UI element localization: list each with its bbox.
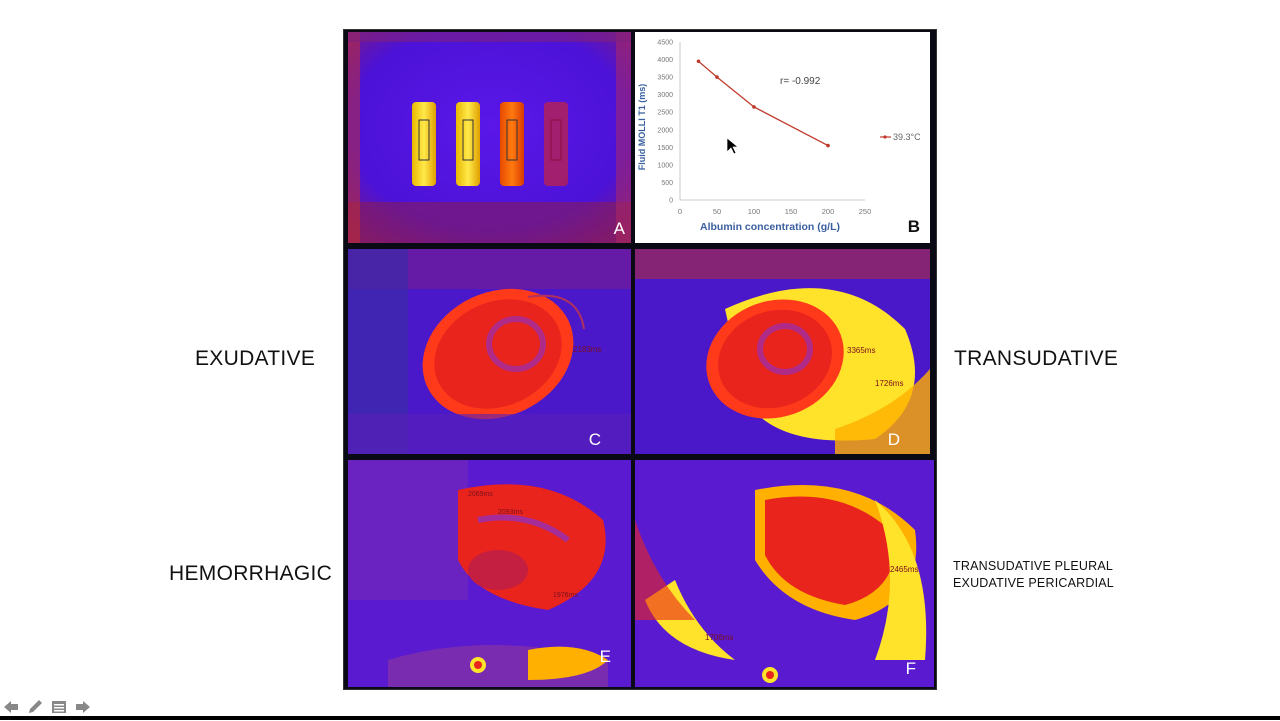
panel-letter-b: B [907, 217, 920, 236]
annotation-d2: 1726ms [875, 379, 903, 388]
legend-marker [883, 135, 887, 139]
x-tick-label: 50 [713, 207, 721, 216]
menu-icon[interactable] [50, 698, 68, 716]
panel-e: 2069ms 2093ms 1976ms E [348, 460, 631, 687]
annotation-e2: 2093ms [498, 509, 523, 516]
y-tick-label: 2000 [657, 127, 673, 134]
next-arrow-icon[interactable] [74, 698, 92, 716]
annotation-f2: 1706ms [705, 633, 733, 642]
panel-letter-e: E [599, 647, 611, 666]
label-mixed: TRANSUDATIVE PLEURAL EXUDATIVE PERICARDI… [953, 558, 1114, 592]
y-tick-label: 3000 [657, 92, 673, 99]
y-tick-label: 4000 [657, 57, 673, 64]
mouse-cursor-icon [726, 137, 739, 155]
annotation-d1: 3365ms [847, 346, 875, 355]
y-tick-label: 0 [669, 198, 673, 205]
data-point [826, 143, 830, 148]
panel-b-chart: 0 50 100 150 200 250 0 500 1000 1500 2000 2500 3000 3… [635, 32, 930, 243]
x-tick-label: 100 [748, 207, 761, 216]
annotation-e3: 1976ms [553, 592, 578, 599]
series-line [698, 60, 829, 147]
x-tick-label: 150 [785, 207, 798, 216]
figure: A 0 50 100 150 200 250 0 500 1000 1500 2000 2500 300… [343, 29, 937, 690]
panel-c: 2183ms C [348, 249, 631, 454]
data-point [715, 75, 719, 79]
panel-letter-f: F [905, 659, 916, 678]
panel-e-image: 2069ms 2093ms 1976ms [348, 460, 631, 687]
panel-c-image: 2183ms [348, 249, 631, 454]
label-exudative: EXUDATIVE [195, 347, 316, 370]
legend-entry: 39.3°C [893, 132, 921, 142]
y-tick-label: 3500 [657, 75, 673, 82]
panel-d: 3365ms 1726ms D [635, 249, 930, 454]
panel-letter-a: A [613, 219, 625, 238]
panel-f-image: 2465ms 1706ms [635, 460, 934, 687]
x-tick-label: 200 [822, 207, 835, 216]
y-tick-label: 4500 [657, 40, 673, 47]
slide-nav [2, 697, 92, 717]
bottom-bar [0, 716, 1280, 720]
panel-f: 2465ms 1706ms F [635, 460, 934, 687]
data-point [696, 59, 701, 64]
y-tick-label: 1500 [657, 145, 673, 152]
panel-letter-c: C [588, 430, 601, 449]
panel-a-image [348, 32, 631, 243]
chart-annotation: r= -0.992 [780, 76, 821, 87]
y-tick-label: 500 [661, 180, 673, 187]
panel-d-image: 3365ms 1726ms [635, 249, 930, 454]
annotation-c: 2183ms [573, 345, 601, 354]
annotation-e1: 2069ms [468, 491, 493, 498]
label-transudative: TRANSUDATIVE [954, 347, 1119, 370]
chart-x-label: Albumin concentration (g/L) [700, 221, 840, 233]
x-tick-label: 250 [859, 207, 872, 216]
y-tick-label: 2500 [657, 110, 673, 117]
label-hemorrhagic: HEMORRHAGIC [169, 562, 333, 585]
panel-a: A [348, 32, 631, 243]
label-mixed-line1: TRANSUDATIVE PLEURAL [953, 559, 1114, 573]
annotation-f1: 2465ms [890, 565, 918, 574]
panel-letter-d: D [887, 430, 900, 449]
chart-svg: 0 50 100 150 200 2500500100015002000250030003… [637, 40, 921, 234]
x-tick-label: 0 [678, 207, 682, 216]
label-mixed-line2: EXUDATIVE PERICARDIAL [953, 576, 1114, 590]
y-tick-label: 1000 [657, 162, 673, 169]
chart-y-label: Fluid MOLLI T1 (ms) [637, 84, 647, 171]
pen-icon[interactable] [26, 698, 44, 716]
data-point [752, 105, 756, 109]
prev-arrow-icon[interactable] [2, 698, 20, 716]
